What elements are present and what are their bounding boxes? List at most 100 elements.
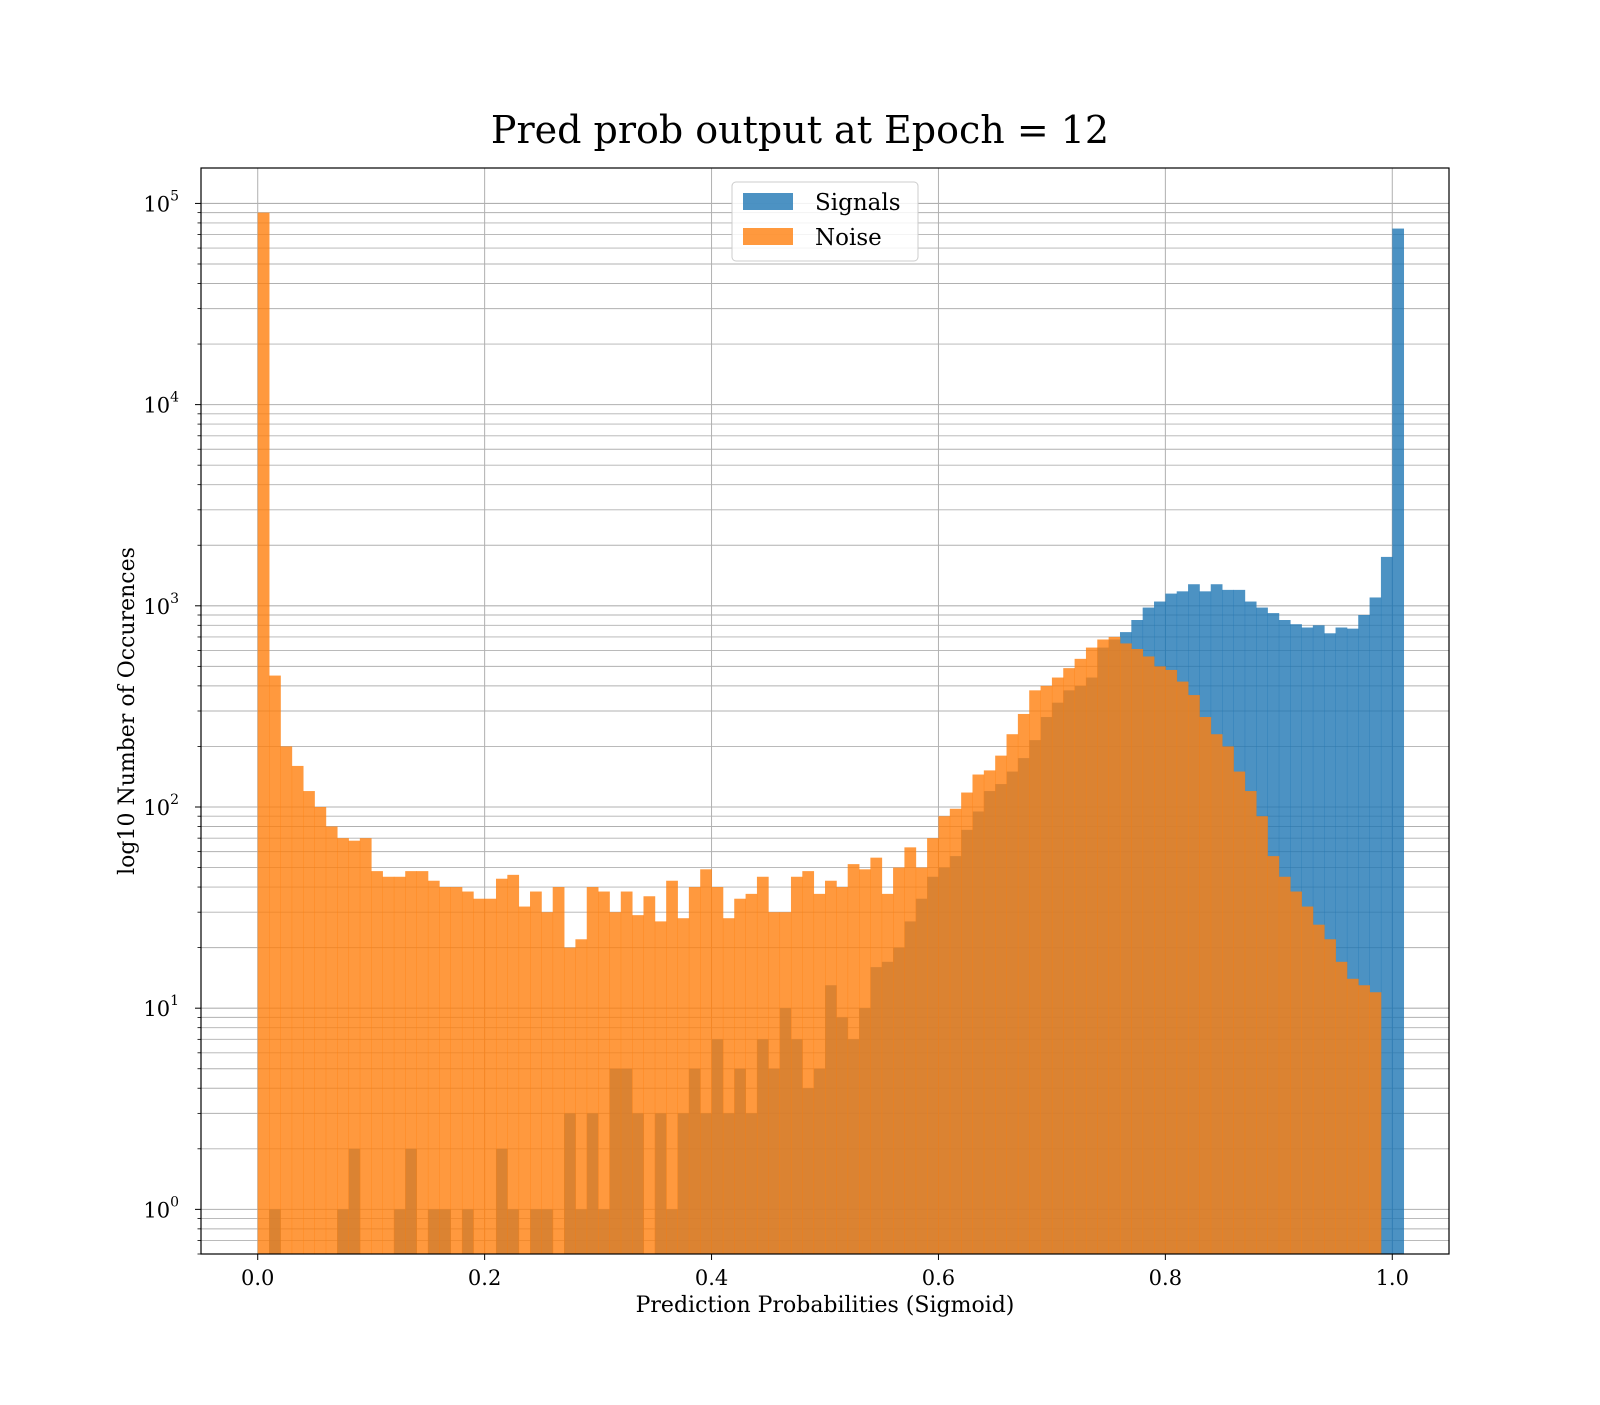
bar-noise (1051, 677, 1064, 1254)
bar-noise (382, 876, 395, 1254)
bar-noise (768, 912, 781, 1254)
bar-noise (427, 880, 440, 1254)
bar-noise (654, 921, 667, 1254)
bar-noise (1290, 891, 1302, 1254)
bar-noise (416, 871, 429, 1254)
bar-noise (915, 867, 928, 1254)
bar-noise (825, 880, 837, 1254)
bar-noise (1165, 669, 1178, 1254)
bar-noise (836, 887, 849, 1254)
bar-noise (1108, 636, 1121, 1254)
bar-noise (575, 939, 588, 1254)
bar-noise (371, 871, 383, 1254)
bar-noise (847, 864, 860, 1254)
bar-noise (598, 891, 610, 1254)
bar-noise (541, 912, 554, 1254)
bar-noise (1358, 985, 1370, 1254)
series-noise (257, 212, 1382, 1254)
bar-noise (495, 878, 508, 1254)
y-axis-label: log10 Number of Occurences (115, 547, 140, 875)
bar-noise (983, 770, 996, 1254)
bar-noise (1222, 746, 1234, 1254)
y-tick-label: 104 (143, 390, 179, 418)
x-tick-label: 0.0 (241, 1266, 274, 1290)
bar-noise (359, 838, 372, 1254)
bar-noise (688, 887, 701, 1254)
bar-signals (1346, 628, 1359, 1254)
bar-noise (484, 898, 497, 1254)
y-tick-label: 103 (143, 591, 179, 619)
bar-noise (1210, 734, 1223, 1254)
bar-noise (813, 893, 826, 1254)
bar-noise (314, 806, 327, 1254)
bar-noise (393, 876, 406, 1254)
bar-noise (1040, 685, 1053, 1254)
bar-noise (1119, 643, 1132, 1254)
bar-noise (257, 212, 270, 1254)
bar-noise (700, 869, 712, 1254)
bar-noise (280, 746, 293, 1254)
bar-noise (938, 816, 951, 1254)
bar-noise (291, 765, 304, 1254)
bar-noise (1188, 695, 1200, 1254)
bar-noise (677, 918, 690, 1254)
x-axis-label: Prediction Probabilities (Sigmoid) (636, 1293, 1015, 1318)
bar-noise (1097, 639, 1110, 1254)
bar-noise (961, 792, 973, 1254)
bar-noise (1006, 734, 1019, 1254)
legend-label-noise: Noise (815, 225, 882, 251)
bar-signals (1335, 627, 1348, 1254)
y-tick-label: 105 (143, 188, 179, 216)
bar-noise (1017, 713, 1030, 1254)
bar-noise (1176, 681, 1189, 1254)
bar-noise (1233, 771, 1246, 1254)
bar-noise (1063, 668, 1075, 1254)
bar-noise (1267, 856, 1280, 1254)
y-tick-label: 101 (143, 993, 179, 1021)
bar-noise (904, 847, 917, 1254)
bar-noise (1142, 656, 1155, 1254)
y-tick-label: 100 (143, 1194, 179, 1222)
bar-noise (620, 891, 633, 1254)
bar-noise (711, 887, 724, 1254)
bars-layer (257, 212, 1405, 1254)
axis-ticks: 0.0 0.2 0.4 0.6 0.8 1.0 100 101 102 103 104 105 (143, 188, 1409, 1290)
bar-noise (870, 857, 883, 1254)
bar-noise (1154, 666, 1166, 1254)
bar-noise (1312, 924, 1325, 1254)
bar-noise (1346, 978, 1359, 1254)
bar-noise (1369, 992, 1382, 1254)
bar-noise (893, 867, 905, 1254)
x-tick-label: 1.0 (1376, 1266, 1409, 1290)
x-tick-label: 0.8 (1149, 1266, 1182, 1290)
bar-noise (949, 808, 962, 1254)
bar-noise (405, 871, 417, 1254)
chart-title: Pred prob output at Epoch = 12 (491, 108, 1109, 152)
bar-noise (337, 838, 349, 1254)
y-tick-label: 102 (143, 792, 179, 820)
bar-noise (1324, 939, 1336, 1254)
legend-swatch-signals (743, 193, 793, 210)
bar-noise (632, 915, 644, 1254)
bar-noise (756, 876, 769, 1254)
bar-noise (745, 893, 758, 1254)
bar-noise (269, 675, 281, 1254)
bar-noise (450, 887, 463, 1254)
bar-noise (722, 918, 735, 1254)
bar-noise (1029, 690, 1041, 1254)
bar-signals (1380, 556, 1393, 1254)
x-tick-label: 0.2 (468, 1266, 501, 1290)
bar-noise (802, 871, 815, 1254)
x-tick-label: 0.6 (922, 1266, 955, 1290)
bar-noise (303, 791, 315, 1254)
x-tick-label: 0.4 (695, 1266, 728, 1290)
bar-noise (972, 774, 985, 1254)
bar-noise (1131, 648, 1144, 1254)
bar-noise (530, 891, 542, 1254)
bar-signals (1392, 228, 1405, 1254)
bar-noise (473, 898, 486, 1254)
bar-noise (1301, 906, 1314, 1254)
bar-noise (461, 891, 474, 1254)
bar-noise (1278, 876, 1291, 1254)
bar-noise (643, 896, 656, 1254)
